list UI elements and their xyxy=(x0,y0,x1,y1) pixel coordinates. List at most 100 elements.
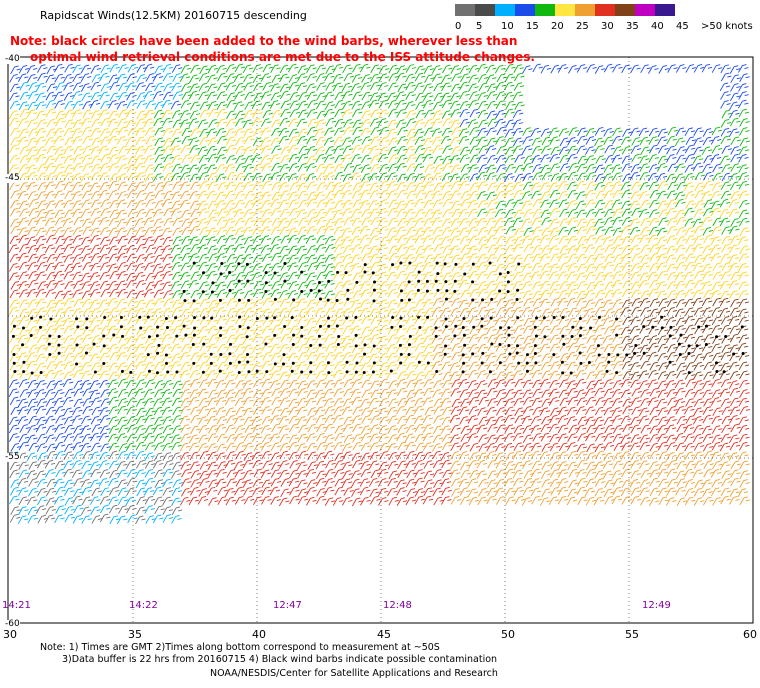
wind-barb xyxy=(262,173,273,183)
wind-barb xyxy=(55,235,66,245)
wind-barb xyxy=(719,198,731,208)
contamination-circle xyxy=(326,361,330,365)
wind-barb xyxy=(126,253,137,263)
wind-barb xyxy=(728,262,740,272)
wind-barb xyxy=(197,352,209,362)
wind-barb xyxy=(477,306,489,316)
wind-barb xyxy=(388,245,400,254)
wind-barb xyxy=(343,487,354,496)
wind-barb xyxy=(458,406,470,416)
wind-barb xyxy=(611,154,623,164)
wind-barb xyxy=(161,406,173,416)
wind-barb xyxy=(369,488,380,498)
wind-barb xyxy=(423,65,435,74)
wind-barb xyxy=(54,460,66,470)
wind-barb xyxy=(368,353,380,362)
wind-barb xyxy=(161,198,173,208)
wind-barb xyxy=(576,64,588,73)
wind-barb xyxy=(557,64,569,73)
wind-barb xyxy=(260,396,272,406)
wind-barb xyxy=(117,487,129,496)
wind-barb xyxy=(207,469,218,479)
wind-barb xyxy=(72,308,83,317)
wind-barb xyxy=(9,469,20,479)
wind-barb xyxy=(361,91,373,101)
wind-barb xyxy=(487,434,498,444)
wind-barb xyxy=(729,441,741,451)
wind-barb xyxy=(369,92,381,101)
wind-barb xyxy=(171,154,183,164)
wind-barb xyxy=(198,253,209,263)
wind-barb xyxy=(127,298,139,307)
wind-barb xyxy=(154,82,165,92)
wind-barb xyxy=(350,83,362,92)
wind-barb xyxy=(341,182,353,191)
wind-barb xyxy=(368,460,380,469)
wind-barb xyxy=(117,288,128,298)
wind-barb xyxy=(188,496,200,506)
contamination-circle xyxy=(238,315,242,319)
wind-barb xyxy=(640,254,651,264)
wind-barb xyxy=(414,173,425,182)
wind-barb xyxy=(99,352,110,362)
contamination-circle xyxy=(463,343,467,347)
wind-barb xyxy=(657,128,669,138)
wind-barb xyxy=(423,199,434,209)
wind-barb xyxy=(27,288,38,298)
wind-barb xyxy=(512,199,524,208)
wind-barb xyxy=(118,424,129,434)
wind-barb xyxy=(333,189,345,199)
contamination-circle xyxy=(443,352,447,356)
wind-barb xyxy=(728,208,740,218)
wind-barb xyxy=(703,289,714,299)
wind-barb xyxy=(162,253,173,263)
wind-barb xyxy=(459,65,471,74)
wind-barb xyxy=(172,73,183,82)
wind-barb xyxy=(323,154,335,163)
wind-barb xyxy=(135,479,147,489)
wind-barb xyxy=(496,406,507,416)
wind-barb xyxy=(297,153,309,163)
wind-barb xyxy=(477,226,489,236)
wind-barb xyxy=(656,172,668,182)
wind-barb xyxy=(107,118,119,128)
wind-barb xyxy=(334,432,345,442)
wind-barb xyxy=(332,82,344,92)
wind-barb xyxy=(675,244,686,254)
wind-barb xyxy=(730,469,741,479)
legend-swatch xyxy=(555,4,575,16)
contamination-circle xyxy=(615,371,619,375)
wind-barb xyxy=(54,199,66,209)
contamination-circle xyxy=(283,262,287,266)
wind-barb xyxy=(359,63,371,73)
wind-barb xyxy=(396,432,407,442)
wind-barb xyxy=(45,226,57,236)
wind-barb xyxy=(270,198,281,208)
wind-barb xyxy=(388,72,399,82)
wind-barb xyxy=(288,74,300,83)
contamination-circle xyxy=(543,335,547,339)
wind-barb xyxy=(639,181,650,191)
contamination-circle xyxy=(445,289,449,293)
wind-barb xyxy=(350,388,362,398)
wind-barb xyxy=(28,90,39,100)
wind-barb xyxy=(667,64,678,73)
contamination-circle xyxy=(119,315,123,319)
wind-barb xyxy=(567,145,578,155)
wind-barb xyxy=(468,343,480,353)
wind-barb xyxy=(495,136,506,145)
wind-barb xyxy=(369,397,380,407)
wind-barb xyxy=(198,172,209,181)
wind-barb xyxy=(414,119,425,128)
wind-barb xyxy=(352,91,363,101)
wind-barb xyxy=(206,270,218,280)
wind-barb xyxy=(460,398,471,407)
wind-barb xyxy=(351,226,363,236)
wind-barb xyxy=(144,181,156,191)
wind-barb xyxy=(576,450,588,460)
wind-barb xyxy=(279,289,290,299)
wind-barb xyxy=(63,407,74,417)
wind-barb xyxy=(351,190,363,199)
contamination-circle xyxy=(29,333,33,337)
wind-barb xyxy=(72,136,83,145)
